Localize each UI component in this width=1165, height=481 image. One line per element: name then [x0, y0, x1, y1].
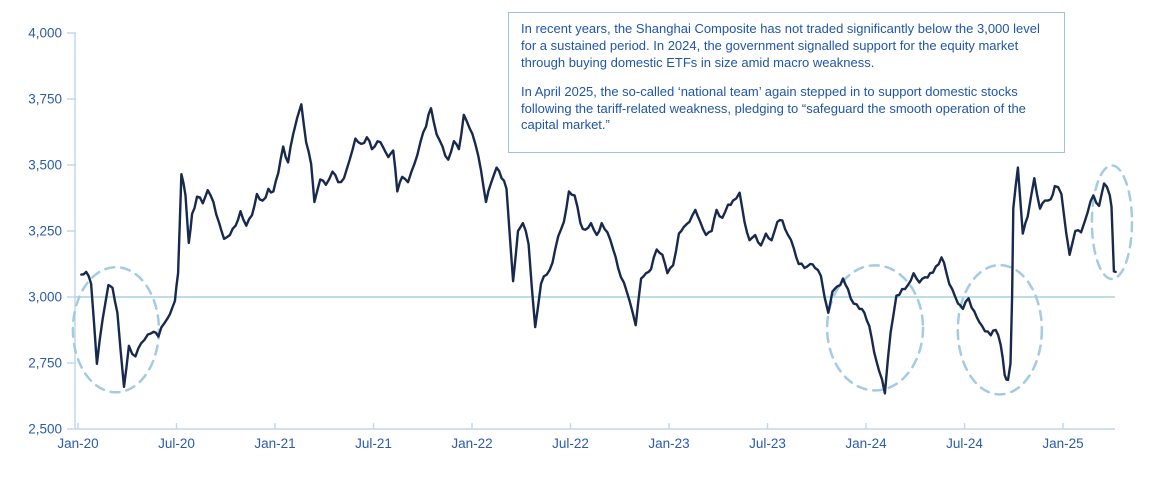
y-axis-label: 3,000 [28, 290, 62, 305]
y-axis-label: 3,500 [28, 158, 62, 173]
x-axis-label: Jul-21 [355, 436, 392, 451]
y-axis-label: 3,750 [28, 92, 62, 107]
x-axis-label: Jul-22 [552, 436, 589, 451]
annotation-paragraph-2: In April 2025, the so-called ‘national t… [521, 83, 1026, 133]
x-axis-label: Jan-21 [254, 436, 295, 451]
annotation-box: In recent years, the Shanghai Composite … [508, 12, 1065, 153]
y-axis-label: 4,000 [28, 26, 62, 41]
x-axis-label: Jan-23 [648, 436, 689, 451]
callout-ellipse [1090, 164, 1134, 281]
callout-ellipse [956, 263, 1044, 396]
callout-ellipse [71, 265, 161, 394]
x-axis-label: Jan-24 [845, 436, 887, 451]
annotation-paragraph-1: In recent years, the Shanghai Composite … [521, 21, 1040, 70]
price-line [80, 103, 1117, 395]
callout-ellipse [825, 264, 925, 392]
x-axis-label: Jul-24 [946, 436, 983, 451]
x-axis-label: Jul-20 [158, 436, 195, 451]
y-axis-label: 3,250 [28, 224, 62, 239]
y-axis-label: 2,750 [28, 356, 62, 371]
x-axis-label: Jan-25 [1042, 436, 1083, 451]
x-axis-label: Jul-23 [749, 436, 786, 451]
y-axis-label: 2,500 [28, 422, 62, 437]
x-axis-label: Jan-20 [57, 436, 98, 451]
x-axis-label: Jan-22 [451, 436, 492, 451]
